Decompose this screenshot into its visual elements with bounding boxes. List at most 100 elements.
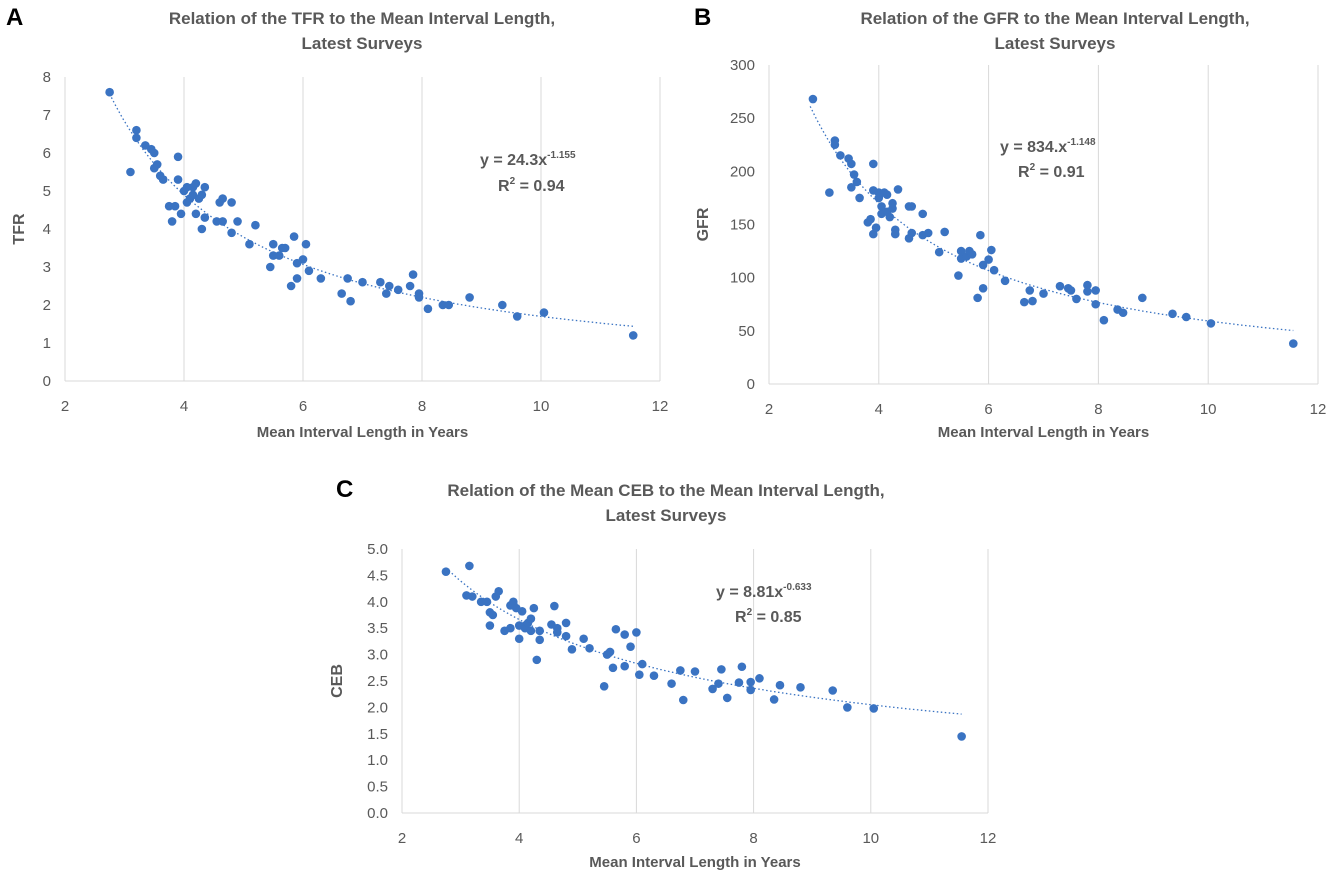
scatter-chart-gfr: 2 4 6 8 10 12 0 50 100 150 200 250 300 Mean Interval …: [695, 57, 1326, 441]
y-axis-title: CEB: [330, 664, 346, 698]
x-tick-label: 4: [515, 830, 523, 847]
y-tick-label: 7: [43, 107, 51, 124]
data-point: [869, 704, 879, 713]
data-point: [132, 133, 141, 143]
x-axis-title: Mean Interval Length in Years: [938, 424, 1149, 441]
x-tick-label: 10: [862, 830, 879, 847]
data-point: [197, 190, 207, 200]
chart-title-line1: Relation of the GFR to the Mean Interval…: [860, 9, 1250, 28]
y-tick-label: 8: [43, 69, 51, 86]
data-point: [869, 159, 878, 169]
data-point: [517, 607, 527, 616]
data-point: [746, 677, 755, 687]
y-tick-label: 50: [738, 323, 755, 340]
data-point: [126, 167, 135, 177]
y-tick-label: 1: [43, 335, 51, 352]
data-point: [843, 703, 852, 712]
y-tick-label: 3.0: [367, 647, 388, 664]
y-tick-label: 0.0: [367, 805, 388, 822]
panel-letter: B: [694, 4, 712, 31]
y-tick-label: 3: [43, 259, 51, 276]
x-tick-label: 8: [1094, 401, 1102, 418]
data-point: [690, 667, 700, 676]
data-point: [828, 686, 838, 695]
data-point: [514, 634, 524, 644]
data-point: [954, 271, 963, 280]
data-point: [836, 151, 845, 160]
data-point: [1025, 286, 1035, 295]
chart-title: Relation of the GFR to the Mean Interval…: [775, 6, 1335, 56]
data-point: [585, 643, 594, 653]
x-tick-label: 4: [180, 398, 188, 415]
data-point: [1138, 293, 1147, 303]
data-point: [233, 217, 242, 226]
panel-b: B Relation of the GFR to the Mean Interv…: [670, 0, 1337, 455]
data-point: [1091, 299, 1100, 309]
data-point: [1066, 286, 1076, 295]
x-tick-label: 10: [1200, 401, 1217, 418]
data-point: [482, 597, 492, 607]
y-tick-label: 200: [730, 163, 755, 180]
r-squared-label: R2 = 0.94: [498, 176, 565, 195]
data-point: [989, 265, 999, 275]
y-tick-label: 2.0: [367, 699, 388, 716]
data-point: [465, 561, 474, 571]
data-point: [775, 680, 785, 690]
data-point: [197, 224, 207, 234]
x-tick-label: 2: [765, 401, 773, 418]
data-point: [382, 289, 391, 298]
data-point: [956, 246, 966, 256]
data-point: [468, 592, 477, 601]
data-point: [1055, 281, 1065, 291]
x-tick-label: 6: [299, 398, 307, 415]
data-point: [649, 671, 659, 681]
data-point: [825, 188, 834, 197]
data-point: [532, 655, 542, 665]
chart-title-line2: Latest Surveys: [301, 34, 423, 53]
data-point: [708, 684, 717, 694]
data-point: [292, 274, 302, 283]
trendline: [445, 567, 962, 715]
data-point: [907, 202, 917, 211]
data-point: [191, 209, 201, 219]
equation-label: y = 834.x-1.148: [1000, 137, 1096, 156]
data-point: [888, 198, 897, 208]
data-point: [535, 635, 545, 645]
data-point: [506, 623, 515, 633]
data-point: [973, 293, 982, 303]
data-point: [227, 228, 236, 238]
data-point: [885, 212, 895, 222]
data-point: [934, 247, 944, 257]
data-point: [734, 678, 744, 687]
y-tick-label: 4: [43, 221, 51, 238]
data-point: [620, 630, 629, 639]
data-point: [717, 665, 726, 674]
r-squared-label: R2 = 0.85: [735, 607, 802, 626]
data-point: [808, 94, 818, 104]
data-point: [940, 227, 949, 237]
data-point: [599, 681, 609, 691]
data-point: [722, 693, 732, 703]
data-point: [769, 695, 779, 704]
data-point: [274, 251, 284, 260]
x-tick-label: 6: [984, 401, 992, 418]
data-point: [200, 213, 210, 222]
data-point: [1028, 296, 1037, 306]
data-point: [852, 177, 862, 187]
data-point: [265, 262, 275, 272]
data-point: [978, 284, 988, 293]
data-point: [1019, 297, 1029, 307]
data-point: [1181, 312, 1191, 322]
data-point: [268, 239, 278, 249]
data-point: [1288, 339, 1298, 348]
data-point: [567, 645, 577, 654]
data-point: [984, 255, 993, 264]
x-tick-label: 8: [418, 398, 426, 415]
data-point: [167, 217, 177, 226]
data-point: [408, 270, 418, 279]
data-point: [849, 170, 859, 179]
data-point: [737, 662, 747, 672]
data-point: [423, 304, 433, 314]
data-point: [976, 230, 985, 240]
data-point: [218, 194, 227, 203]
